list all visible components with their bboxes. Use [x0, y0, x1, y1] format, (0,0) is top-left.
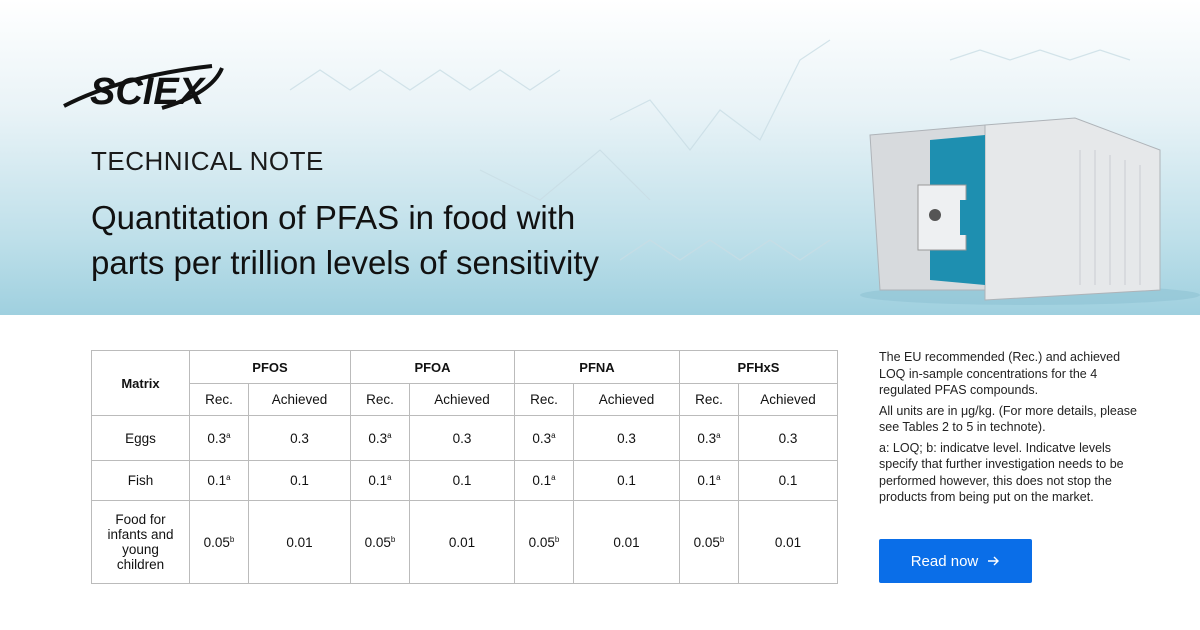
logo-text: SCIEX — [90, 71, 207, 113]
value-cell: 0.3 — [409, 415, 515, 461]
value: 0.3 — [368, 430, 388, 446]
compound-header: PFNA — [514, 350, 680, 384]
value-cell: 0.3a — [679, 415, 739, 461]
value: 0.05 — [528, 534, 555, 550]
value: 0.3 — [207, 430, 227, 446]
subheader: Achieved — [248, 383, 351, 416]
title: Quantitation of PFAS in food with parts … — [91, 195, 599, 285]
footnote-mark: b — [229, 534, 235, 544]
value-cell: 0.1 — [738, 460, 838, 501]
footnote-mark: a — [716, 430, 721, 440]
arrow-icon[interactable] — [988, 556, 1000, 566]
logo: SCIEX — [62, 58, 232, 119]
value-cell: 0.01 — [573, 500, 680, 584]
value-cell: 0.1a — [679, 460, 739, 501]
value-cell: 0.3 — [573, 415, 680, 461]
value-cell: 0.05b — [350, 500, 410, 584]
caption: The EU recommended (Rec.) and achieved L… — [879, 350, 1121, 397]
background-art — [289, 39, 1200, 305]
value-cell: 0.3a — [350, 415, 410, 461]
value-cell: 0.1 — [409, 460, 515, 501]
corner-header: Matrix — [91, 350, 190, 416]
value-cell: 0.3 — [738, 415, 838, 461]
read-now-button[interactable]: Read now — [879, 539, 1032, 583]
value: 0.1 — [368, 473, 388, 488]
value-cell: 0.1a — [350, 460, 410, 501]
value-cell: 0.1a — [189, 460, 249, 501]
compound-header: PFHxS — [679, 350, 838, 384]
results-table: Matrix PFOS PFOA PFNA PFHxS Rec. Achieved Rec. A… — [91, 350, 838, 584]
footnote-mark: b — [390, 534, 396, 544]
subheader: Rec. — [350, 383, 410, 416]
value-cell: 0.1a — [514, 460, 574, 501]
logo-mark: SCIEX — [63, 64, 224, 113]
data-row: Eggs 0.3a 0.3 0.3a 0.3 0.3a 0.3 0.3a 0.3 — [91, 415, 838, 461]
compound-header: PFOS — [189, 350, 351, 384]
footnote-mark: a — [226, 430, 231, 440]
button-label[interactable]: Read now — [910, 552, 979, 570]
value-cell: 0.05b — [514, 500, 574, 584]
subheader: Achieved — [573, 383, 680, 416]
value-cell: 0.05b — [189, 500, 249, 584]
value: 0.3 — [532, 430, 552, 446]
value-cell: 0.01 — [409, 500, 515, 584]
value: 0.05 — [364, 534, 391, 550]
footnote-mark: a — [551, 473, 556, 482]
value-cell: 0.1 — [573, 460, 680, 501]
subheader: Achieved — [738, 383, 838, 416]
note: a: LOQ; b: indicatve level. Indicatve le… — [879, 440, 1124, 505]
value: 0.05 — [693, 534, 720, 550]
value-cell: 0.3a — [189, 415, 249, 461]
footnote-mark: a — [226, 473, 231, 482]
matrix-cell: Eggs — [91, 415, 190, 461]
subheader: Rec. — [514, 383, 574, 416]
value-cell: 0.1 — [248, 460, 351, 501]
subheader-row: Rec. Achieved Rec. Achieved Rec. Achieved Rec.… — [92, 383, 838, 416]
value-cell: 0.01 — [738, 500, 838, 584]
value: 0.05 — [203, 534, 230, 550]
title-line: parts per trillion levels of sensitivity — [91, 244, 600, 281]
instrument — [860, 117, 1200, 305]
footnote-mark: b — [554, 534, 560, 544]
value-cell: 0.3 — [248, 415, 351, 461]
footnote-mark: a — [716, 473, 721, 482]
value: 0.1 — [697, 473, 717, 488]
value-cell: 0.01 — [248, 500, 351, 584]
footnote-mark: a — [387, 473, 392, 482]
note-label: TECHNICAL NOTE — [91, 146, 324, 176]
subheader: Rec. — [679, 383, 739, 416]
subheader: Rec. — [189, 383, 249, 416]
note: All units are in μg/kg. (For more detail… — [879, 403, 1138, 435]
footnote-mark: b — [719, 534, 725, 544]
title-line: Quantitation of PFAS in food with — [91, 199, 576, 236]
header-row: Matrix PFOS PFOA PFNA PFHxS — [91, 350, 838, 416]
compound-header: PFOA — [350, 350, 515, 384]
matrix-cell: Food for infants and young children — [91, 500, 190, 584]
value: 0.1 — [207, 473, 227, 488]
value: 0.3 — [697, 430, 717, 446]
hero-band: SCIEX TECHNICAL NOTE Quantitation of PFA… — [0, 0, 1200, 315]
side-text: The EU recommended (Rec.) and achieved L… — [879, 349, 1141, 510]
data-row: Fish 0.1a 0.1 0.1a 0.1 0.1a 0.1 0.1a 0.1 — [91, 460, 838, 501]
matrix-cell: Fish — [91, 460, 190, 501]
footnote-mark: a — [551, 430, 556, 440]
data-row: Food for infants and young children 0.05b… — [91, 500, 838, 584]
value: 0.1 — [532, 473, 552, 488]
footnote-mark: a — [387, 430, 392, 440]
value-cell: 0.3a — [514, 415, 574, 461]
subheader: Achieved — [409, 383, 515, 416]
value-cell: 0.05b — [679, 500, 739, 584]
